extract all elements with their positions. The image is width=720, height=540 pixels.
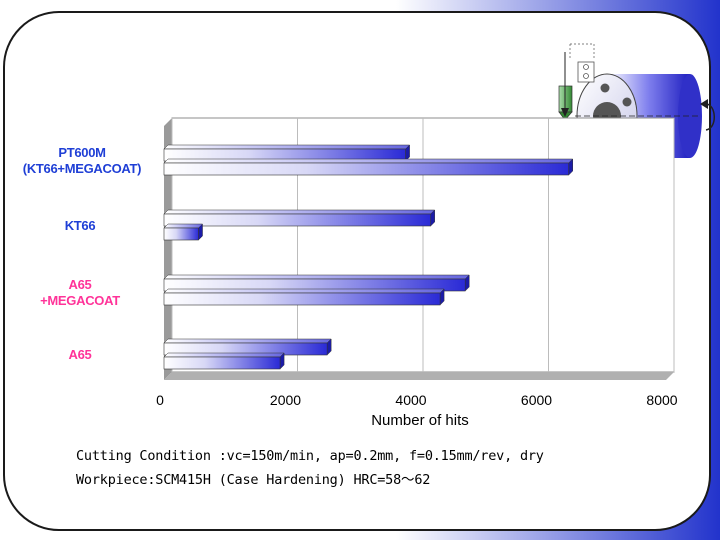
bars	[163, 144, 574, 370]
category-label-a65-megacoat: A65 +MEGACOAT	[20, 277, 140, 309]
plot-floor	[164, 372, 674, 380]
category-label-kt66: KT66	[40, 218, 120, 234]
bar-s0-c3	[163, 338, 332, 356]
category-label-line: +MEGACOAT	[40, 293, 120, 308]
bar-s1-c0	[163, 158, 574, 176]
category-label-pt600m: PT600M (KT66+MEGACOAT)	[8, 145, 156, 177]
workpiece-note: Workpiece:SCM415H (Case Hardening) HRC=5…	[76, 472, 431, 488]
cutting-condition-note: Cutting Condition :vc=150m/min, ap=0.2mm…	[76, 448, 544, 464]
category-label-line: A65	[68, 277, 92, 292]
bar-s1-c2	[163, 288, 445, 306]
x-tick-2000: 2000	[270, 392, 301, 408]
category-label-line: (KT66+MEGACOAT)	[22, 161, 142, 176]
x-tick-0: 0	[156, 392, 164, 408]
rotation-arrow-icon	[700, 99, 715, 131]
bar-s1-c1	[163, 223, 204, 241]
bar-s0-c1	[163, 209, 436, 227]
bar-s0-c2	[163, 274, 470, 292]
category-label-line: PT600M	[58, 145, 106, 160]
x-tick-labels: 0 2000 4000 6000 8000	[156, 392, 678, 408]
bar-s1-c3	[163, 352, 285, 370]
x-tick-4000: 4000	[395, 392, 426, 408]
x-tick-6000: 6000	[521, 392, 552, 408]
category-label-line: A65	[68, 347, 92, 362]
bar-s0-c0	[163, 144, 411, 162]
category-label-line: KT66	[64, 218, 96, 233]
x-axis-label: Number of hits	[371, 412, 469, 429]
x-tick-8000: 8000	[646, 392, 677, 408]
plot-side-wall	[164, 118, 172, 380]
category-label-a65: A65	[40, 347, 120, 363]
